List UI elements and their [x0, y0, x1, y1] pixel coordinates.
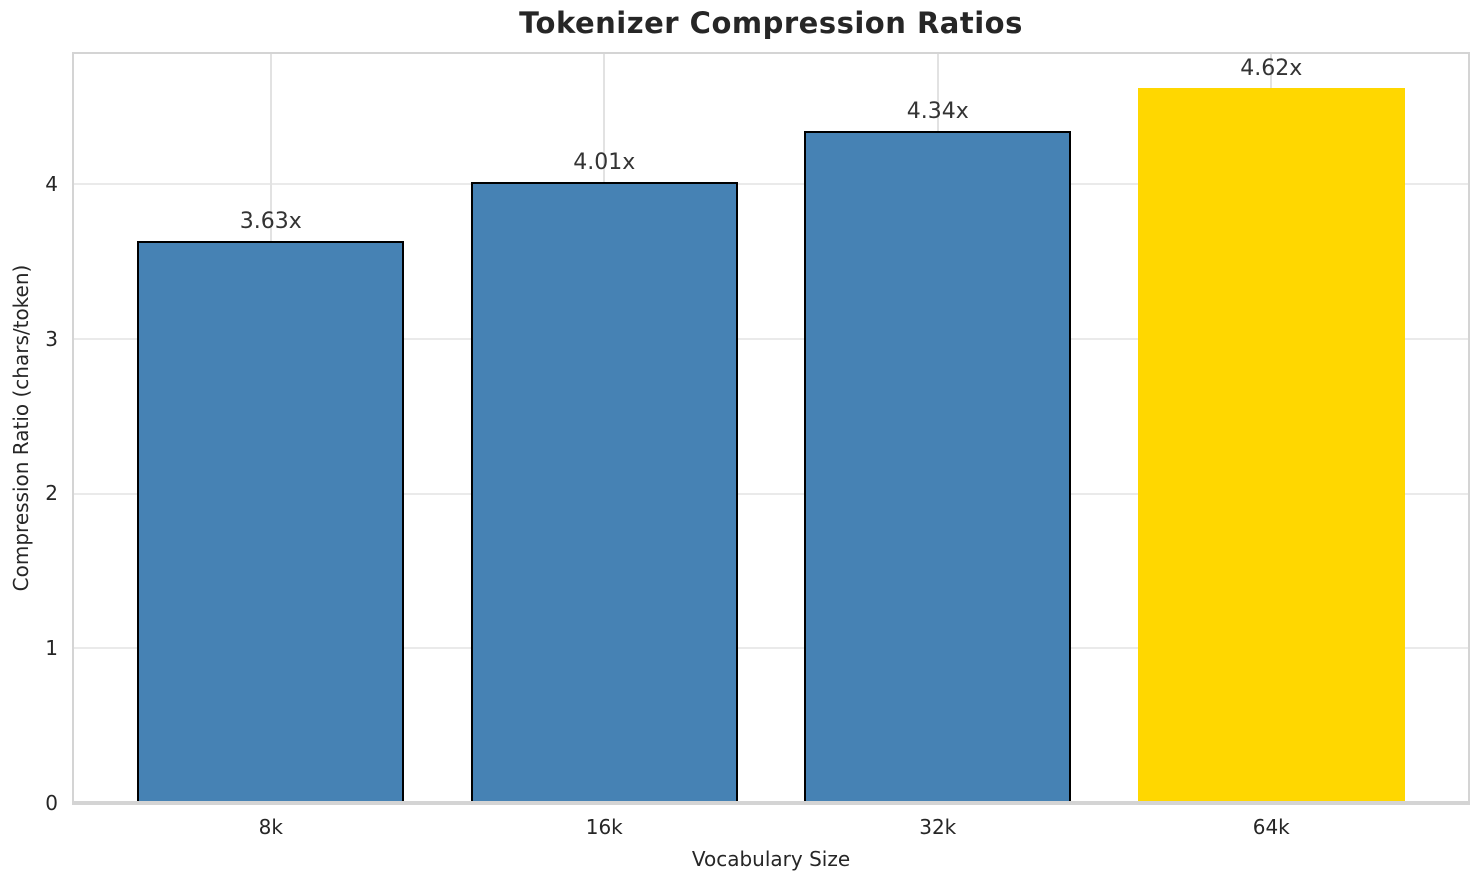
- bar-value-label: 4.34x: [906, 99, 969, 125]
- x-tick-label: 32k: [919, 815, 957, 839]
- bar-value-label: 4.62x: [1240, 56, 1303, 82]
- bar: [137, 241, 405, 803]
- y-tick-label: 3: [45, 326, 58, 351]
- x-tick-label: 64k: [1252, 815, 1290, 839]
- y-tick-label: 4: [45, 171, 58, 196]
- bar: [470, 182, 738, 803]
- y-axis-label: Compression Ratio (chars/token): [9, 264, 33, 592]
- x-tick-label: 8k: [258, 815, 283, 839]
- chart-title: Tokenizer Compression Ratios: [519, 6, 1023, 40]
- h-gridline: [74, 183, 1468, 185]
- bar: [804, 131, 1072, 803]
- bar-value-label: 3.63x: [239, 209, 302, 235]
- h-gridline: [74, 337, 1468, 340]
- x-axis-spine: [74, 801, 1468, 803]
- plot-area: 3.63x 4.01x 4.34x 4.62x: [72, 52, 1470, 805]
- x-axis-label: Vocabulary Size: [691, 847, 851, 871]
- h-gridline: [74, 492, 1468, 495]
- bar-value-label: 4.01x: [573, 150, 636, 176]
- y-tick-label: 1: [45, 636, 58, 661]
- bar: [1137, 88, 1405, 803]
- y-tick-label: 2: [45, 481, 58, 506]
- y-tick-label: 0: [45, 791, 58, 815]
- x-tick-label: 16k: [585, 815, 623, 839]
- h-gridline: [74, 647, 1468, 650]
